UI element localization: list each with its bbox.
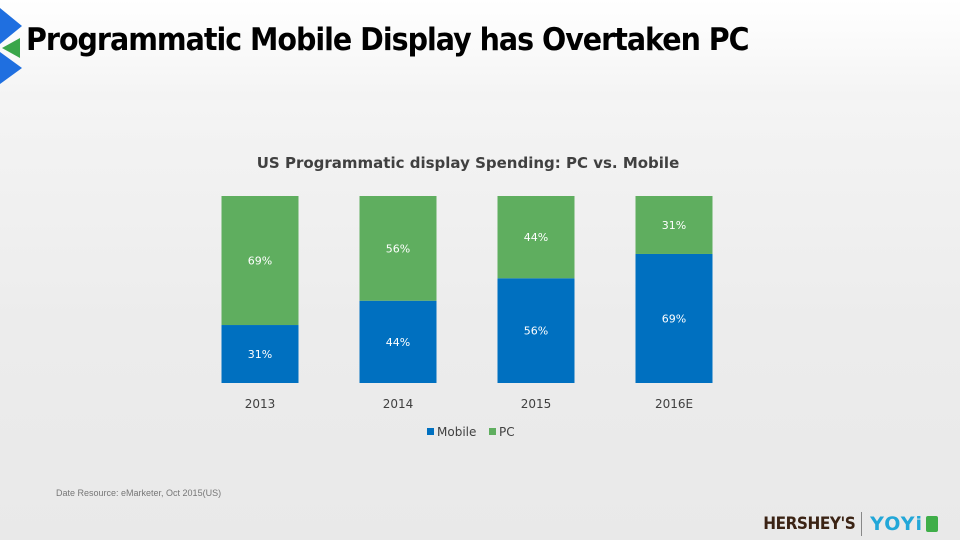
bars-group: 31% 69% 44% 56% 56% 44% 69% 31%: [221, 196, 713, 383]
x-axis-labels: 2013 2014 2015 2016E: [245, 397, 693, 411]
data-label-pc-2016e: 31%: [662, 219, 686, 232]
data-label-mobile-2014: 44%: [386, 336, 410, 349]
slide-title: Programmatic Mobile Display has Overtake…: [26, 22, 750, 58]
bar-mobile-2015: [497, 278, 575, 383]
yoyi-mark-icon: [926, 516, 938, 532]
bar-pc-2013: [221, 196, 299, 326]
data-label-pc-2014: 56%: [386, 242, 410, 255]
chart-legend: Mobile PC: [427, 425, 515, 439]
data-label-mobile-2013: 31%: [248, 348, 272, 361]
data-label-pc-2013: 69%: [248, 255, 272, 268]
footer-logos: HERSHEY'S YOYi: [753, 510, 938, 538]
legend-label-pc: PC: [499, 425, 515, 439]
bar-mobile-2016e: [635, 253, 713, 383]
bar-pc-2014: [359, 196, 437, 301]
legend-swatch-pc: [489, 428, 496, 435]
source-note: Date Resource: eMarketer, Oct 2015(US): [56, 488, 222, 498]
title-arrows-icon: [0, 8, 22, 84]
legend-label-mobile: Mobile: [437, 425, 476, 439]
bar-mobile-2013: [221, 325, 299, 383]
yoyi-logo: YOYi: [870, 513, 923, 535]
bar-pc-2016e: [635, 196, 713, 254]
bar-mobile-2014: [359, 300, 437, 383]
x-tick-label: 2015: [521, 397, 552, 411]
data-label-mobile-2015: 56%: [524, 325, 548, 338]
legend-swatch-mobile: [427, 428, 434, 435]
x-tick-label: 2016E: [655, 397, 693, 411]
data-label-mobile-2016e: 69%: [662, 312, 686, 325]
data-label-pc-2015: 44%: [524, 231, 548, 244]
x-tick-label: 2014: [383, 397, 414, 411]
logo-divider: [861, 512, 863, 536]
bar-pc-2015: [497, 196, 575, 279]
hersheys-logo: HERSHEY'S: [763, 514, 856, 534]
chart-title: US Programmatic display Spending: PC vs.…: [257, 154, 680, 172]
x-tick-label: 2013: [245, 397, 276, 411]
